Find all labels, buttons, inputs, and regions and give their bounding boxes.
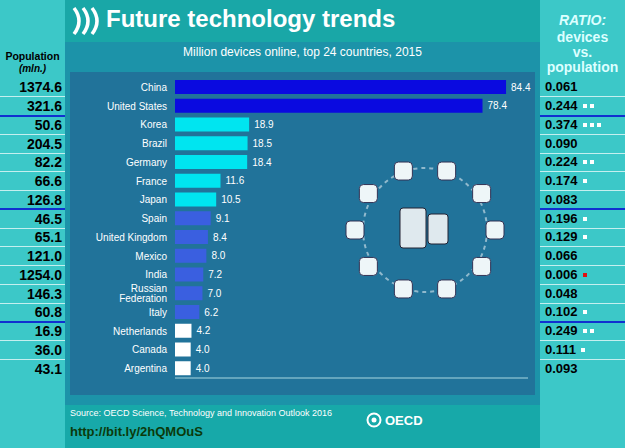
html-text:1254.0: 1254.0 <box>19 266 62 283</box>
svg-text:Netherlands: Netherlands <box>113 326 167 337</box>
svg-text:8.0: 8.0 <box>211 250 225 261</box>
html-text:(mln.): (mln.) <box>18 63 47 74</box>
html-text:0.006: 0.006 <box>545 266 578 282</box>
svg-text:Spain: Spain <box>141 213 167 224</box>
svg-text:Argentina: Argentina <box>124 363 167 374</box>
svg-text:Brazil: Brazil <box>142 138 167 149</box>
html-text:Million devices online, top 24: Million devices online, top 24 countries… <box>183 45 422 59</box>
html-text:65.1: 65.1 <box>34 229 62 246</box>
html-text:population: population <box>546 59 619 75</box>
svg-text:France: France <box>136 176 168 187</box>
svg-text:Mexico: Mexico <box>135 251 167 262</box>
svg-text:United States: United States <box>107 101 167 112</box>
html-text:0.061: 0.061 <box>545 79 578 95</box>
svg-text:78.4: 78.4 <box>488 100 508 111</box>
html-text:0.244: 0.244 <box>545 98 578 114</box>
html-text:204.5: 204.5 <box>27 135 62 152</box>
svg-text:India: India <box>145 269 167 280</box>
html-text:146.3: 146.3 <box>27 285 62 302</box>
svg-text:84.4: 84.4 <box>511 82 531 93</box>
html-text:0.090: 0.090 <box>545 135 578 151</box>
svg-text:18.4: 18.4 <box>252 157 272 168</box>
html-text:0.249: 0.249 <box>545 323 578 339</box>
svg-text:9.1: 9.1 <box>216 213 230 224</box>
html-text:82.2: 82.2 <box>34 154 62 171</box>
svg-text:Japan: Japan <box>140 194 167 205</box>
html-text:http://bit.ly/2hQMOuS: http://bit.ly/2hQMOuS <box>70 424 203 439</box>
svg-text:11.6: 11.6 <box>225 175 244 186</box>
html-text:Source: OECD Science, Technolo: Source: OECD Science, Technology and Inn… <box>70 408 332 418</box>
html-text:1374.6: 1374.6 <box>19 79 62 96</box>
html-text:0.048: 0.048 <box>545 285 578 301</box>
svg-text:7.0: 7.0 <box>207 288 221 299</box>
html-text:0.129: 0.129 <box>545 229 578 245</box>
html-text:0.102: 0.102 <box>545 304 578 320</box>
svg-text:8.4: 8.4 <box>213 232 227 243</box>
html-text:0.196: 0.196 <box>545 210 578 226</box>
html-text:36.0: 36.0 <box>34 341 62 358</box>
html-text:0.083: 0.083 <box>545 191 578 207</box>
svg-text:Germany: Germany <box>126 157 167 168</box>
html-text:Population: Population <box>5 50 60 62</box>
svg-text:10.5: 10.5 <box>221 194 241 205</box>
svg-text:United Kingdom: United Kingdom <box>96 232 167 243</box>
html-text:0.374: 0.374 <box>545 116 578 132</box>
html-text:RATIO:: RATIO: <box>558 12 607 28</box>
svg-text:4.0: 4.0 <box>196 363 210 374</box>
html-text:66.6: 66.6 <box>34 173 62 190</box>
svg-text:RussianFederation: RussianFederation <box>119 283 167 304</box>
svg-text:China: China <box>141 82 168 93</box>
html-text:0.224: 0.224 <box>545 154 578 170</box>
svg-text:18.5: 18.5 <box>253 138 273 149</box>
html-text:0.066: 0.066 <box>545 248 578 264</box>
svg-text:Italy: Italy <box>149 307 167 318</box>
html-text:43.1: 43.1 <box>34 360 62 377</box>
html-text:46.5: 46.5 <box>34 210 62 227</box>
html-text:126.8: 126.8 <box>27 191 62 208</box>
html-text:121.0: 121.0 <box>27 248 62 265</box>
svg-text:4.0: 4.0 <box>196 344 210 355</box>
html-text:60.8: 60.8 <box>34 304 62 321</box>
svg-text:Canada: Canada <box>132 344 167 355</box>
html-text:0.174: 0.174 <box>545 173 578 189</box>
html-text:50.6: 50.6 <box>34 116 62 133</box>
html-text:0.093: 0.093 <box>545 360 578 376</box>
html-text:OECD: OECD <box>385 412 423 428</box>
svg-text:Korea: Korea <box>140 119 167 130</box>
html-text:321.6: 321.6 <box>27 98 62 115</box>
svg-text:6.2: 6.2 <box>204 307 218 318</box>
svg-text:4.2: 4.2 <box>196 325 210 336</box>
html-text:0.111: 0.111 <box>545 341 577 357</box>
svg-text:7.2: 7.2 <box>208 269 222 280</box>
html-text:vs.: vs. <box>572 44 593 60</box>
html-text:Future technology trends: Future technology trends <box>106 5 396 32</box>
html-text:devices: devices <box>556 29 609 45</box>
html-text:16.9: 16.9 <box>34 323 62 340</box>
svg-text:18.9: 18.9 <box>254 119 274 130</box>
